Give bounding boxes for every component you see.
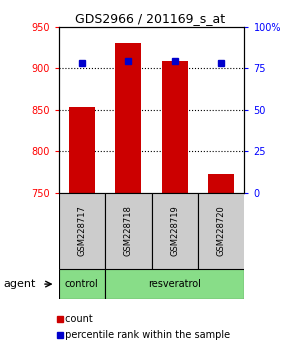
- Text: resveratrol: resveratrol: [148, 279, 201, 289]
- Bar: [162, 62, 188, 193]
- Bar: [105, 269, 244, 299]
- Bar: [58, 193, 105, 269]
- Text: control: control: [65, 279, 99, 289]
- Bar: [69, 107, 94, 193]
- Bar: [152, 193, 198, 269]
- Bar: [116, 43, 141, 193]
- Text: GSM228718: GSM228718: [124, 206, 133, 256]
- Text: GSM228720: GSM228720: [217, 206, 226, 256]
- Bar: [58, 269, 105, 299]
- Text: percentile rank within the sample: percentile rank within the sample: [61, 330, 230, 339]
- Text: GSM228717: GSM228717: [77, 206, 86, 256]
- Text: count: count: [61, 314, 92, 324]
- Text: agent: agent: [3, 279, 35, 289]
- Bar: [198, 193, 244, 269]
- Bar: [105, 193, 152, 269]
- Bar: [208, 174, 234, 193]
- Text: GDS2966 / 201169_s_at: GDS2966 / 201169_s_at: [75, 12, 225, 25]
- Text: GSM228719: GSM228719: [170, 206, 179, 256]
